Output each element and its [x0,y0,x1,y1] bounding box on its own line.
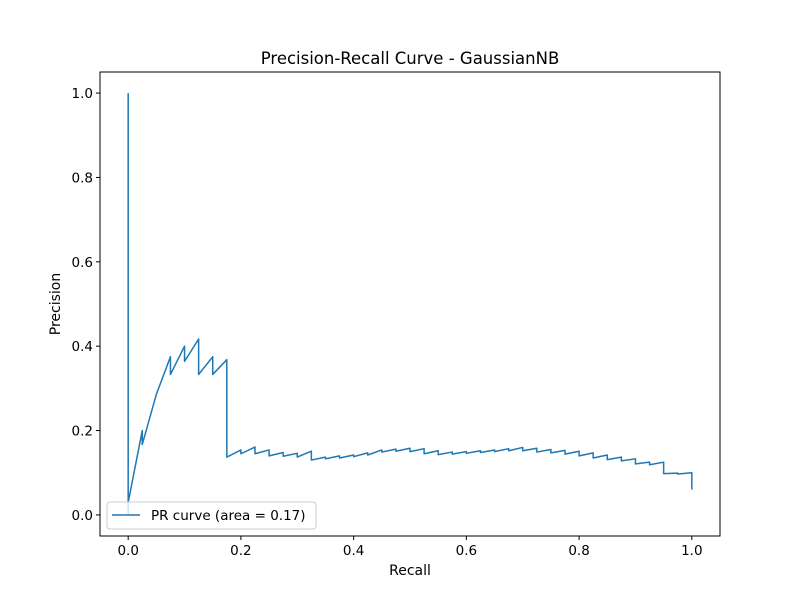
y-tick-label: 0.4 [72,339,93,355]
y-tick-label: 0.2 [72,424,93,440]
x-tick-label: 0.0 [117,543,138,559]
legend-box [106,501,317,530]
x-tick-label: 1.0 [681,543,702,559]
legend: PR curve (area = 0.17) [106,501,317,530]
series-layer [127,93,693,516]
x-tick-label: 0.4 [343,543,364,559]
legend-label: PR curve (area = 0.17) [151,508,306,524]
y-tick-label: 0.6 [72,255,93,271]
chart-title: Precision-Recall Curve - GaussianNB [261,49,560,68]
x-tick-label: 0.8 [568,543,589,559]
x-axis-ticks: 0.0 0.2 0.4 0.6 0.8 1.0 [117,536,703,559]
x-tick-label: 0.2 [230,543,251,559]
pr-curve-line [127,93,693,516]
plot-frame [99,71,721,537]
y-tick-label: 0.8 [72,170,93,186]
y-tick-label: 1.0 [72,86,93,102]
y-axis-label: Precision [48,273,64,335]
x-tick-label: 0.6 [456,543,477,559]
x-axis-label: Recall [389,563,431,579]
y-axis-ticks: 0.0 0.2 0.4 0.6 0.8 1.0 [72,86,100,524]
y-tick-label: 0.0 [72,508,93,524]
plot-area [100,72,720,536]
